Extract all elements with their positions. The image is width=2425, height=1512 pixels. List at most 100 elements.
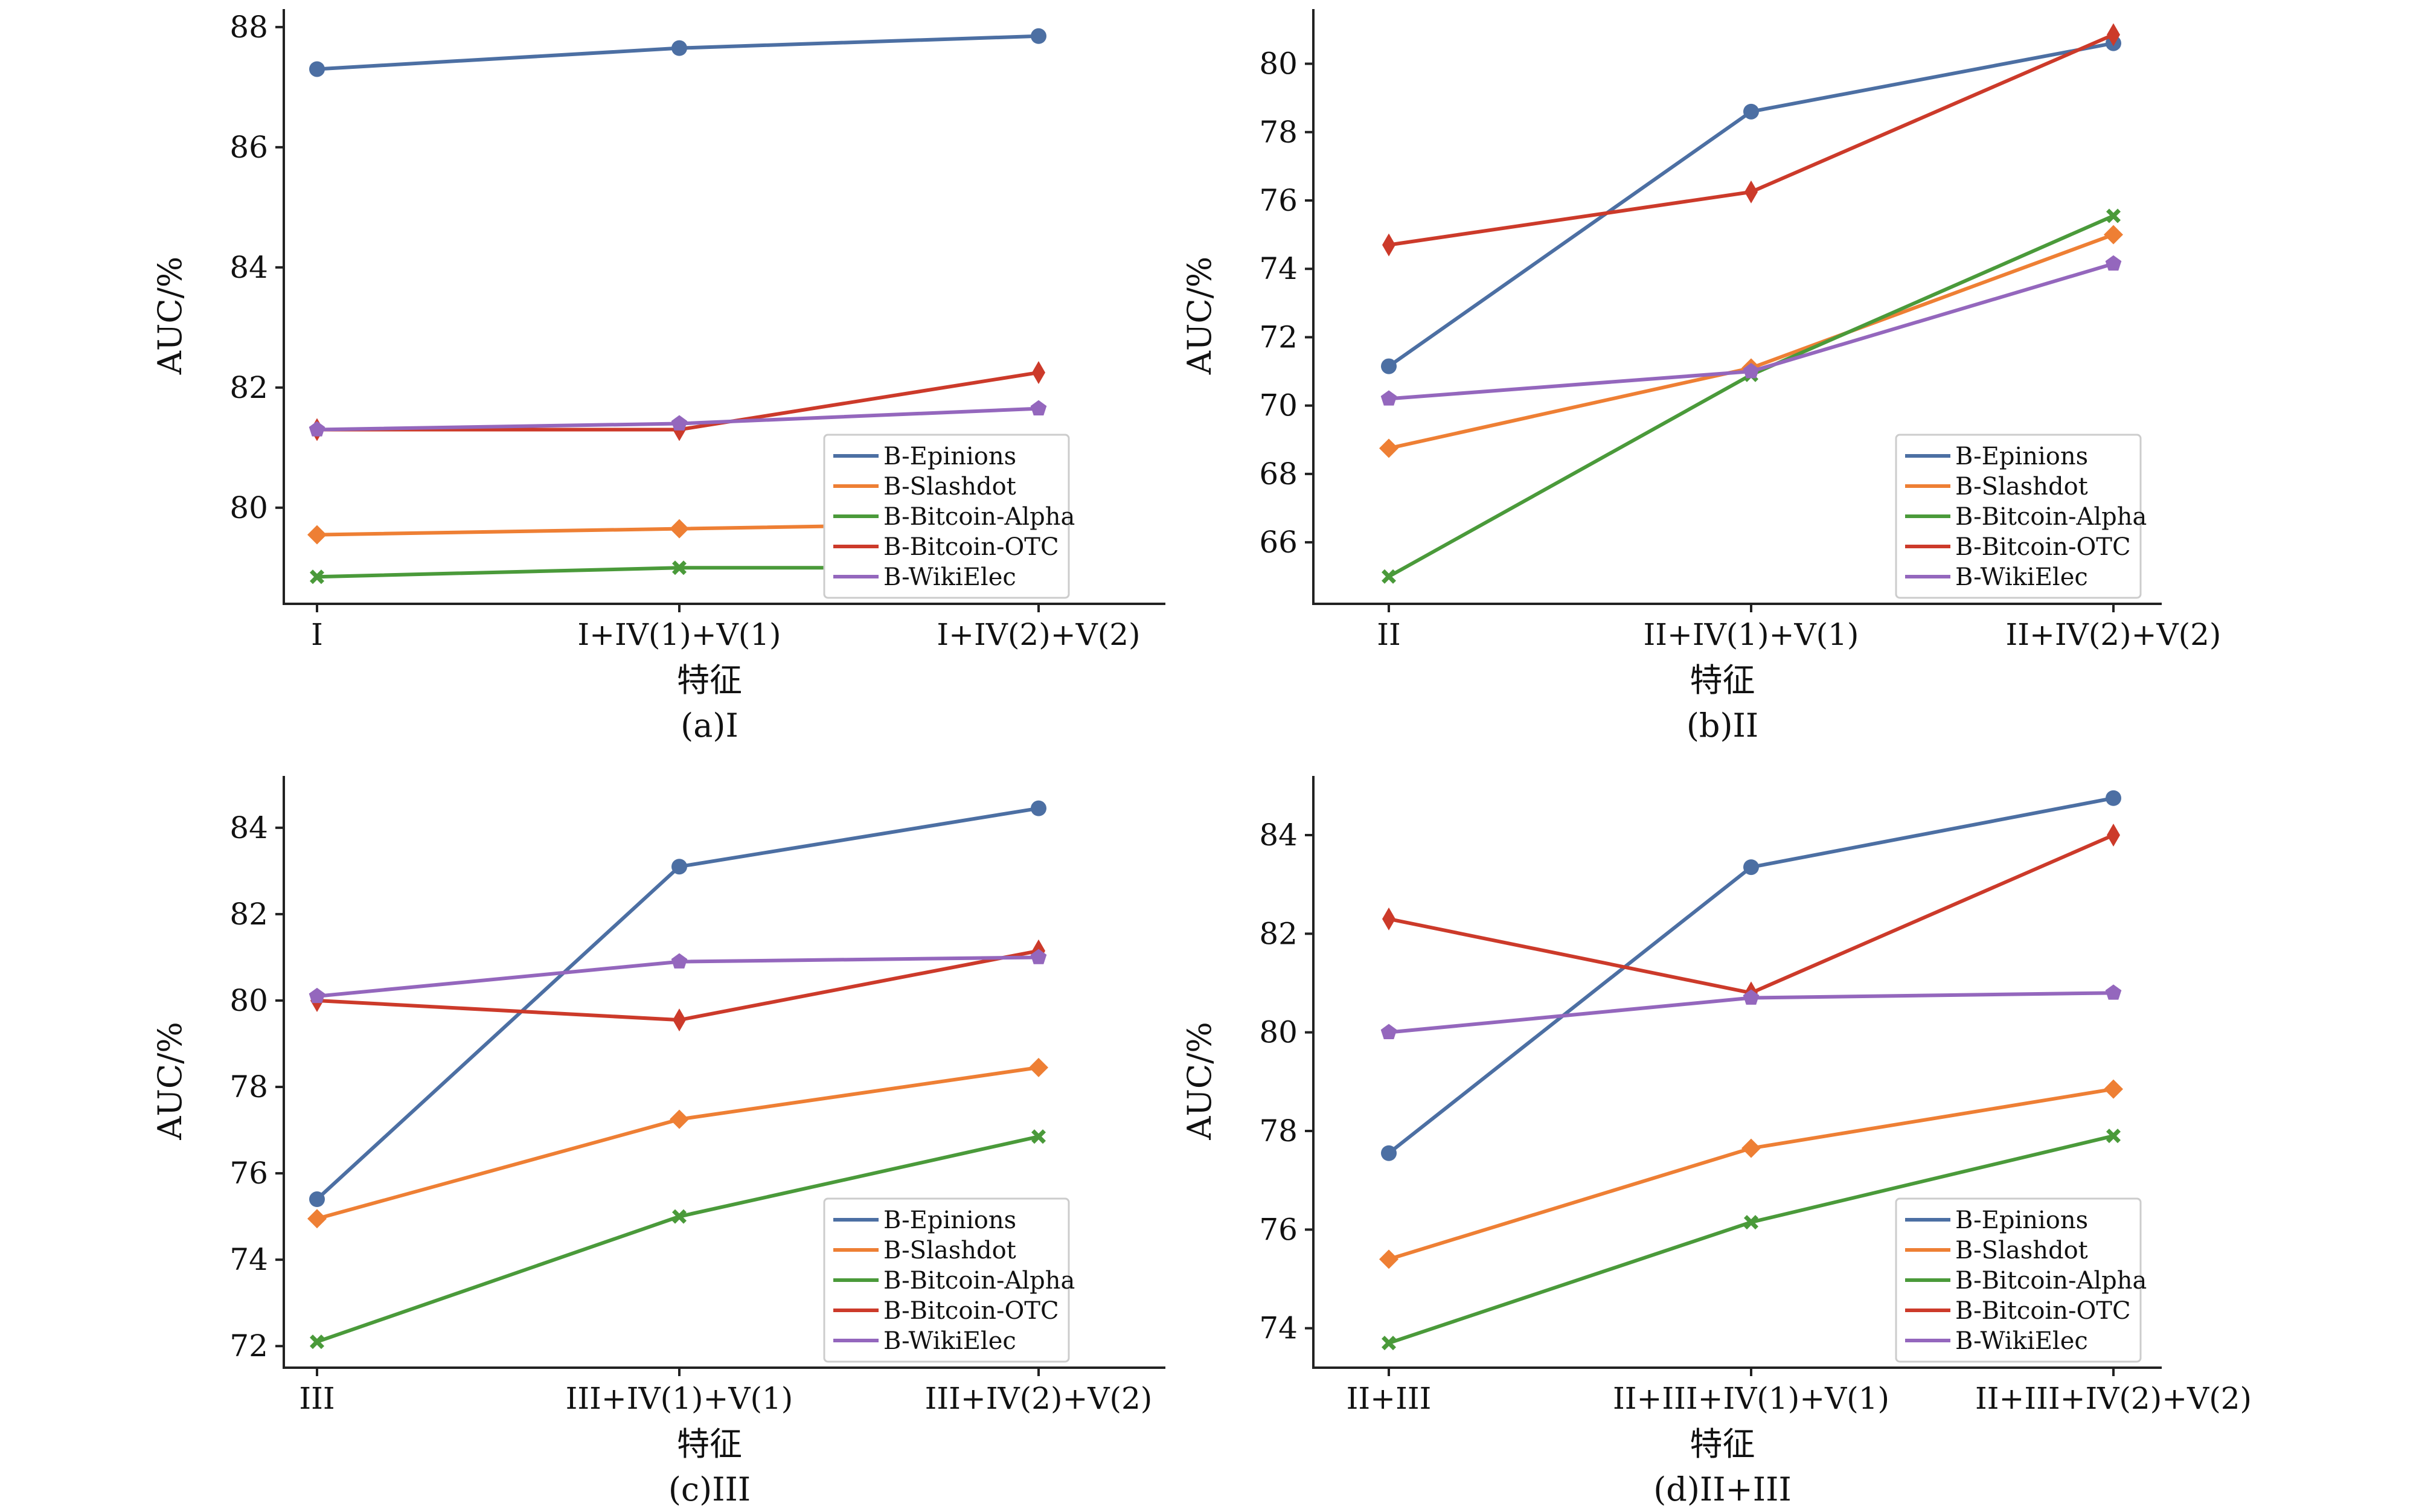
chart-caption-d: (d)II+III	[1653, 1470, 1792, 1508]
y-tick-label: 88	[229, 10, 268, 45]
legend-label: B-Epinions	[883, 443, 1016, 470]
data-point	[1382, 907, 1395, 931]
data-point	[1743, 859, 1759, 876]
legend-label: B-Bitcoin-Alpha	[1955, 503, 2147, 531]
data-point	[1380, 390, 1397, 406]
legend-label: B-Slashdot	[1955, 1237, 2088, 1264]
legend-label: B-WikiElec	[1955, 1327, 2088, 1355]
data-point	[2107, 23, 2120, 46]
data-point	[1741, 1138, 1761, 1158]
data-point	[1031, 28, 1046, 44]
data-point	[2106, 1129, 2121, 1144]
data-point	[1380, 1023, 1397, 1039]
series-b-wikielec	[1380, 984, 2122, 1039]
y-tick-label: 76	[229, 1156, 268, 1191]
legend-a: B-Epinions B-SlashdotB-Bitcoin-AlphaB-Bit…	[823, 434, 1075, 599]
data-point	[1379, 1249, 1398, 1269]
data-point	[671, 40, 687, 56]
data-point	[307, 525, 327, 545]
legend-label: B-Epinions	[1955, 1206, 2088, 1234]
y-tick-label: 74	[1259, 1311, 1298, 1346]
x-tick-label: III+IV(1)+V(1)	[566, 1381, 793, 1416]
x-axis-label-a: 特征	[677, 661, 742, 699]
x-tick-label: I	[311, 617, 323, 652]
data-point	[1743, 363, 1760, 379]
y-tick-label: 82	[229, 370, 268, 405]
data-point	[309, 1191, 325, 1208]
y-tick-label: 78	[229, 1069, 268, 1104]
y-tick-label: 70	[1259, 388, 1298, 423]
chart-panel-c: 72 74 76 78 80 82 84 III III+IV(1)+V(1) III+IV(2)…	[151, 776, 1165, 1508]
axes-a	[283, 9, 1165, 605]
chart-caption-c: (c)III	[668, 1470, 751, 1508]
data-point	[672, 560, 687, 575]
data-point	[2107, 824, 2120, 847]
data-point	[1744, 180, 1758, 203]
y-tick-label: 82	[229, 897, 268, 932]
chart-panel-d: 74 76 78 80 82 84 II+III II+III+IV(1)+V(1) II+II…	[1180, 776, 2252, 1508]
legend-d: B-Epinions B-Slashdot B-Bitcoin-AlphaB-Bit…	[1895, 1197, 2147, 1363]
y-tick-label: 80	[229, 490, 268, 525]
x-tick-label: II+III	[1347, 1381, 1432, 1416]
series-line-b-slashdot	[1388, 232, 2115, 450]
series-line-b-bitcoin-otc	[1388, 33, 2115, 247]
y-tick-label: 86	[229, 130, 268, 165]
x-tick-label: II+III+IV(1)+V(1)	[1613, 1381, 1889, 1416]
y-axis-label-a: AUC/%	[151, 257, 189, 375]
chart-panel-b: 66 68 70 72 74 76 78 80 II II+IV(1)+V(1) II+IV(2)+…	[1180, 9, 2221, 745]
y-tick-label: 76	[1259, 183, 1298, 218]
x-tick-label: I+IV(2)+V(2)	[937, 617, 1140, 652]
series-b-bitcoin-alpha	[310, 1129, 1046, 1350]
data-point	[1382, 233, 1395, 257]
series-b-bitcoin-alpha	[1382, 1129, 2121, 1351]
data-point	[1382, 1336, 1396, 1351]
data-point	[310, 1334, 324, 1350]
x-tick-label: II	[1377, 617, 1401, 652]
data-point	[1744, 1215, 1758, 1230]
series-line-b-epinions	[1388, 41, 2114, 368]
chart-caption-b: (b)II	[1687, 706, 1758, 745]
data-point	[670, 519, 689, 539]
legend-b: B-Epinions B-SlashdotB-Bitcoin-AlphaB-Bit…	[1895, 434, 2147, 599]
legend-label: B-WikiElec	[883, 1327, 1016, 1355]
data-point	[1031, 800, 1046, 816]
data-point	[309, 61, 325, 77]
data-point	[2105, 255, 2122, 271]
chart-panel-a: 80 82 84 86 88 I I+IV(1)+V(1) I+IV(2)+V(2) B-Epi…	[151, 9, 1165, 745]
data-point	[2106, 208, 2121, 223]
series-b-epinions	[309, 28, 1046, 77]
legend-label: B-Slashdot	[1955, 473, 2088, 501]
data-point	[1381, 358, 1397, 374]
y-tick-label: 80	[1259, 1015, 1298, 1050]
data-point	[1031, 1129, 1046, 1144]
legend-label: B-Bitcoin-Alpha	[883, 1267, 1075, 1295]
data-point	[670, 1109, 689, 1129]
y-tick-label: 74	[1259, 251, 1298, 286]
data-point	[2104, 1079, 2123, 1099]
series-b-slashdot	[1379, 1079, 2123, 1269]
x-axis-label-d: 特征	[1690, 1425, 1755, 1463]
y-tick-label: 84	[229, 250, 268, 285]
y-tick-label: 84	[229, 810, 268, 845]
data-point	[1030, 949, 1047, 964]
y-tick-label: 78	[1259, 1113, 1298, 1148]
series-line-b-wikielec	[1388, 261, 2114, 401]
y-tick-label: 80	[229, 983, 268, 1018]
legend-label: B-Epinions	[1955, 443, 2088, 470]
data-point	[673, 1008, 686, 1032]
series-b-bitcoin-otc	[1382, 23, 2120, 257]
series-b-epinions	[1381, 35, 2121, 374]
axes-b	[1312, 9, 2162, 605]
series-b-bitcoin-otc	[1382, 824, 2120, 1005]
data-point	[310, 569, 324, 585]
series-b-wikielec	[309, 400, 1047, 437]
data-point	[1029, 1057, 1048, 1077]
legend-c: B-Epinions B-Slashdot B-Bitcoin-AlphaB-Bit…	[823, 1197, 1075, 1363]
legend-label: B-WikiElec	[883, 563, 1016, 591]
data-point	[309, 987, 325, 1004]
y-tick-label: 84	[1259, 818, 1298, 853]
y-tick-label: 76	[1259, 1212, 1298, 1247]
axes-d	[1312, 776, 2162, 1369]
data-point	[672, 1209, 687, 1224]
